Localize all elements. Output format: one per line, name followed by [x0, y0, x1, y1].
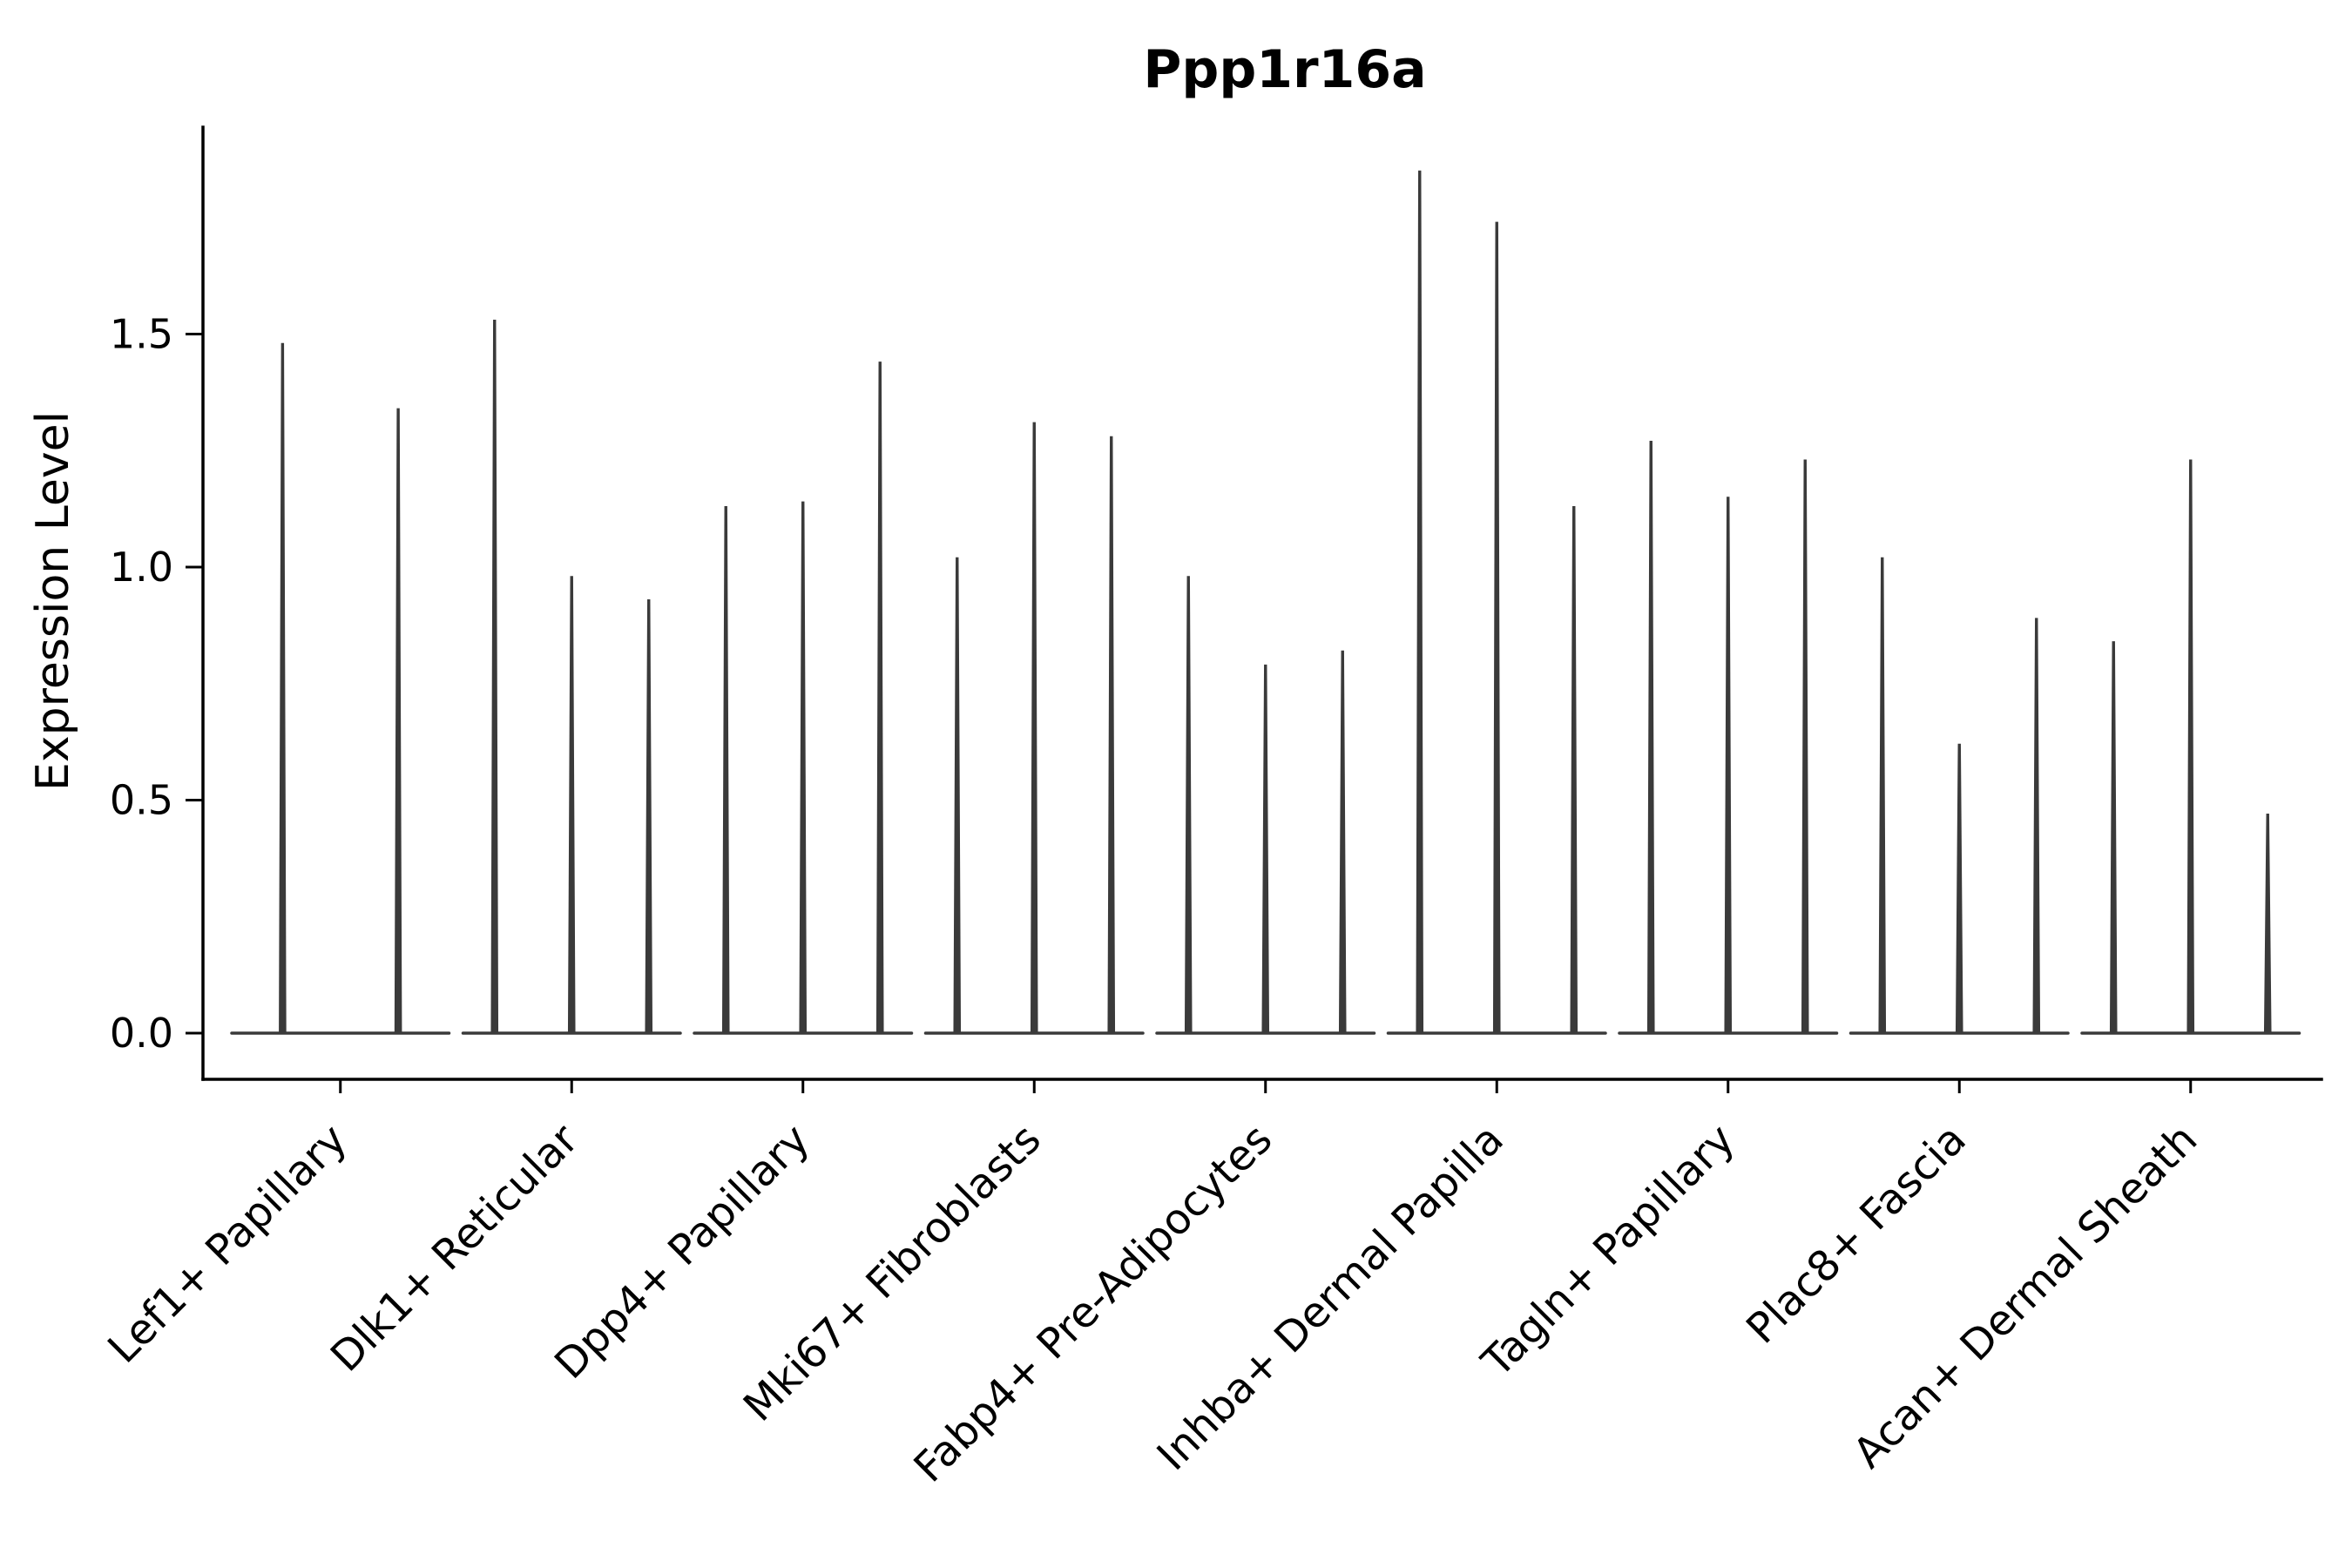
x-category-label: Plac8+ Fascia — [1737, 1115, 1976, 1354]
violin-spike — [1416, 170, 1424, 1034]
violin-spike — [567, 576, 576, 1034]
violin-spike — [2109, 641, 2118, 1034]
violin-spike — [1955, 743, 1963, 1034]
violin-spike — [1184, 576, 1193, 1034]
violin-spike — [1878, 557, 1887, 1034]
violin-spike — [1261, 664, 1270, 1034]
x-category-label: Dpp4+ Papillary — [545, 1115, 819, 1389]
y-tick-label: 0.5 — [110, 777, 173, 824]
violin-spike — [2263, 814, 2272, 1034]
violin-spike — [645, 598, 653, 1034]
violin-spike — [799, 501, 808, 1034]
violin-spike — [953, 557, 962, 1034]
violin-spike — [1570, 505, 1578, 1034]
violin-spike — [279, 342, 287, 1034]
violin-spike — [2032, 618, 2041, 1034]
y-tick-label: 0.0 — [110, 1010, 173, 1057]
x-category-label: Dlk1+ Reticular — [321, 1115, 588, 1382]
violin-spike — [1338, 650, 1347, 1034]
violin-spike — [1724, 497, 1733, 1034]
violin-spike — [1030, 422, 1038, 1034]
y-tick-label: 1.5 — [110, 311, 173, 358]
chart-title: Ppp1r16a — [1143, 39, 1426, 100]
violin-spike — [1492, 221, 1501, 1034]
violin-spike — [1646, 441, 1655, 1034]
violin-spike — [875, 362, 884, 1034]
x-category-label: Tagln+ Papillary — [1472, 1115, 1744, 1387]
violin-spike — [1801, 459, 1809, 1034]
violin-spike — [490, 319, 499, 1034]
y-tick-label: 1.0 — [110, 544, 173, 591]
violin-spike — [394, 408, 402, 1034]
violin-spike — [2186, 459, 2195, 1034]
x-category-label: Lef1+ Papillary — [98, 1115, 356, 1373]
violin-spike — [721, 505, 730, 1034]
y-axis-label: Expression Level — [27, 411, 79, 791]
violin-spike — [1107, 436, 1116, 1034]
